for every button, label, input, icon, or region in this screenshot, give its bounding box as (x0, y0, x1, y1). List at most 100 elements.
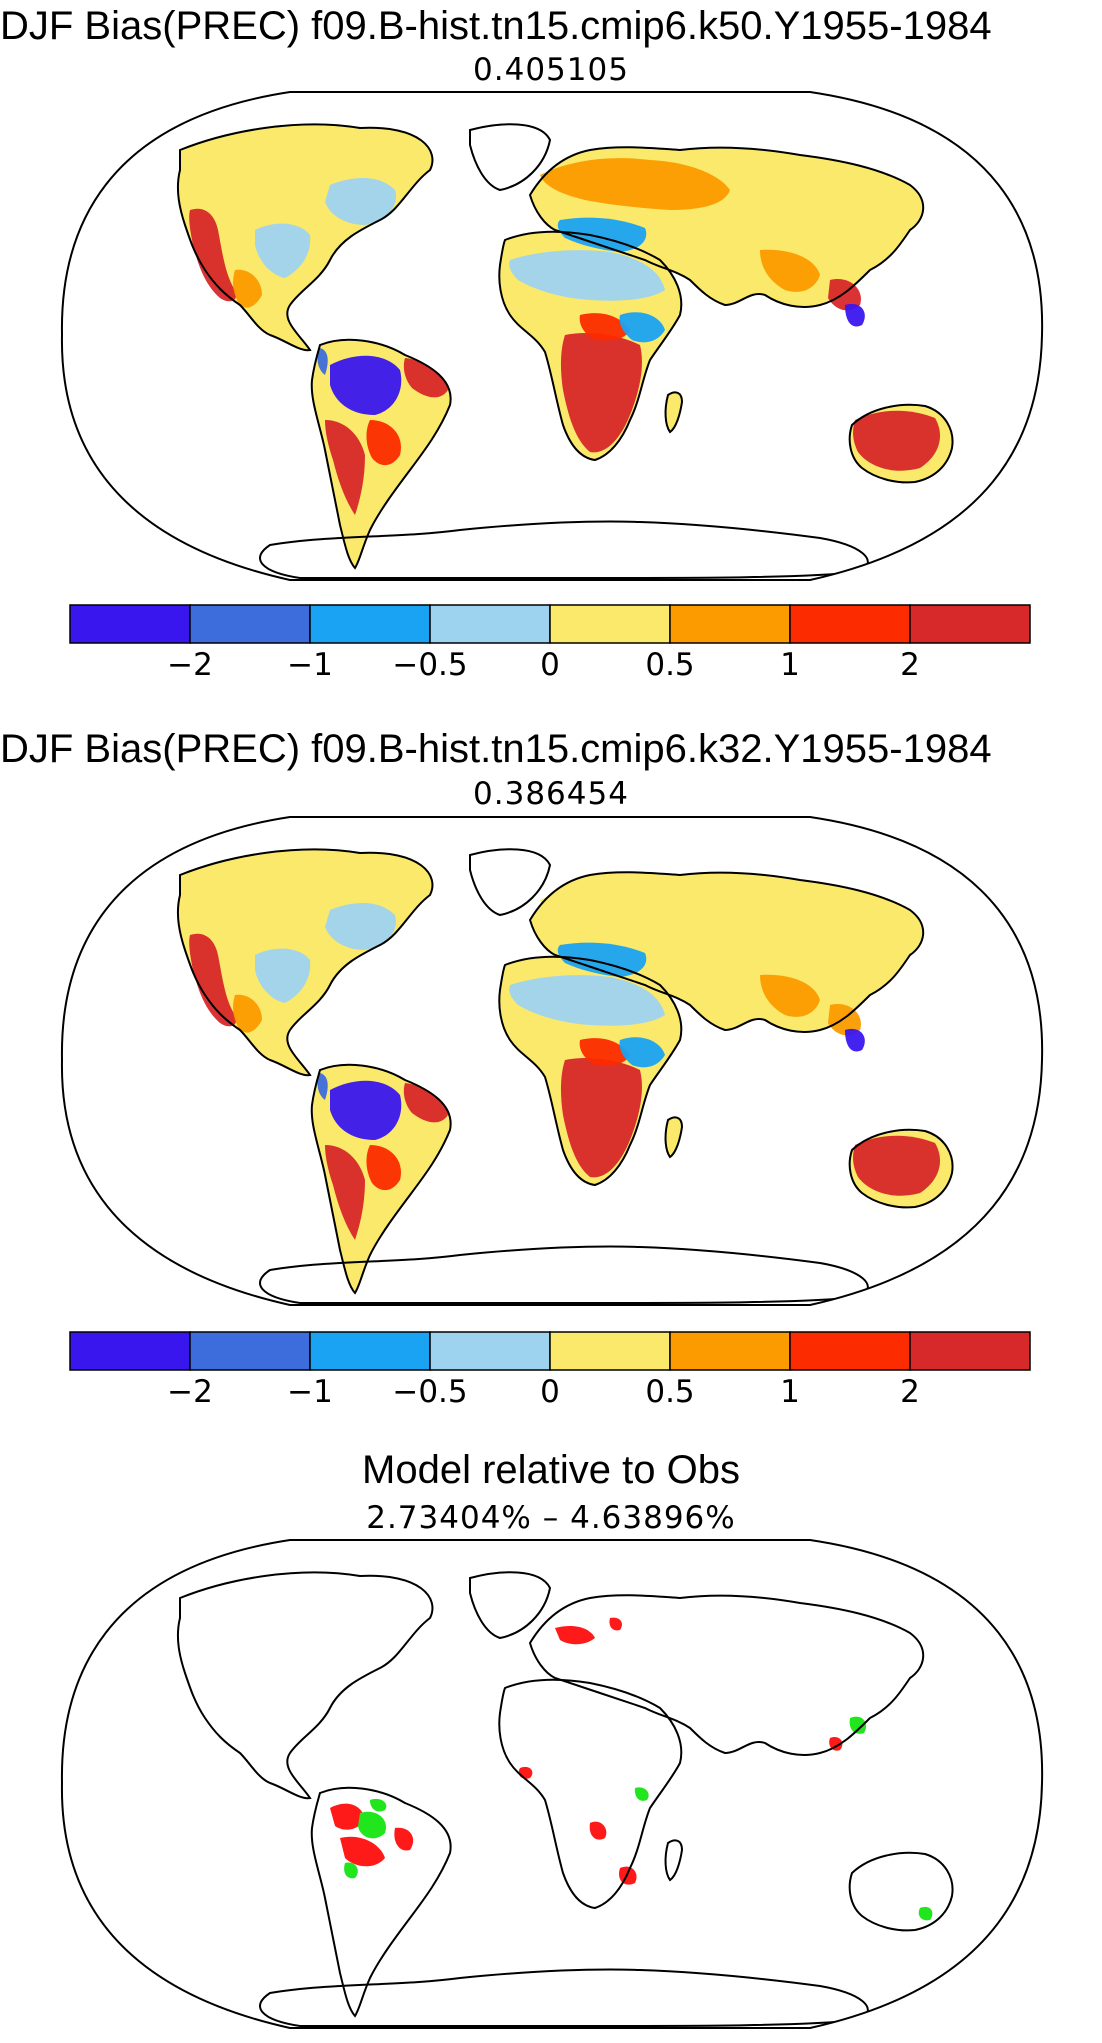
coastline-greenland (469, 1571, 552, 1640)
coastline-africa (498, 955, 683, 1187)
panel-2-title: DJF Bias(PREC) f09.B-hist.tn15.cmip6.k32… (0, 727, 992, 771)
coastline-south-america (310, 1786, 452, 2018)
map-frame (60, 816, 1044, 1306)
bias-region (233, 994, 262, 1033)
colorbar-swatch (909, 1331, 1031, 1371)
bias-region (560, 333, 642, 453)
colorbar-swatch (309, 1331, 431, 1371)
significance-region-red (340, 1836, 385, 1867)
field-layer (330, 1617, 933, 1921)
bias-region (189, 933, 237, 1027)
bias-region (579, 1038, 630, 1066)
colorbar-tick-label: −1 (287, 647, 333, 683)
bias-region (579, 313, 630, 341)
colorbar-swatch (309, 604, 431, 644)
panel-1-colorbar: −2 −1 −0.5 0 0.5 1 2 (69, 604, 1031, 683)
bias-region (183, 867, 346, 934)
map-frame (60, 91, 1044, 581)
colorbar-tick-label: 1 (780, 647, 800, 683)
bias-region (366, 1145, 401, 1191)
colorbar-tick-label: −1 (287, 1374, 333, 1410)
bias-region (699, 202, 876, 261)
bias-region (183, 142, 346, 209)
colorbar-swatch (69, 604, 191, 644)
coastline-australia (848, 1128, 954, 1209)
bias-region (317, 1073, 328, 1100)
colorbar-tick-label: 2 (900, 647, 920, 683)
bias-region (255, 223, 311, 278)
coastline-antarctica (259, 1968, 869, 2027)
bias-region (760, 974, 820, 1017)
bias-region (317, 348, 328, 375)
coastline-madagascar (664, 391, 684, 434)
bias-region (325, 178, 396, 225)
coastline-europe-asia (528, 146, 925, 308)
bias-region (233, 269, 262, 308)
coastline-madagascar (664, 1116, 684, 1159)
colorbar-tick-label: −2 (167, 1374, 213, 1410)
bias-region (699, 927, 876, 986)
colorbar-tick-label: −0.5 (392, 1374, 467, 1410)
coastline-africa (498, 1678, 683, 1910)
panel-2-colorbar: −2 −1 −0.5 0 0.5 1 2 (69, 1331, 1031, 1410)
map-frame (60, 1539, 1044, 2029)
land-fill-madagascar (665, 1117, 682, 1157)
coastline-antarctica (259, 1245, 869, 1304)
bias-region (619, 312, 665, 343)
bias-region (560, 1058, 642, 1178)
bias-region (189, 208, 237, 302)
bias-region (509, 975, 665, 1026)
colorbar-tick-label: 1 (780, 1374, 800, 1410)
significance-region-green (358, 1811, 386, 1839)
bias-region (853, 410, 940, 471)
panel-1-stat: 0.405105 (473, 52, 629, 88)
coastline-greenland (469, 848, 552, 917)
bias-region (325, 1145, 365, 1240)
significance-region-red (394, 1827, 414, 1851)
bias-region (853, 1135, 940, 1196)
coastline-australia (848, 403, 954, 484)
significance-region-green (634, 1787, 649, 1801)
bias-region (540, 158, 730, 210)
colorbar-swatch (549, 1331, 671, 1371)
land-fill-madagascar (665, 392, 682, 432)
coastline-antarctica (259, 520, 869, 579)
bias-region (403, 1083, 448, 1123)
panel-2-stat: 0.386454 (473, 776, 629, 812)
panel-3-map (60, 1539, 1044, 2029)
significance-region-red (619, 1866, 637, 1885)
significance-region-red (609, 1617, 622, 1631)
panel-2-map (60, 816, 1044, 1306)
coastline-greenland (469, 123, 552, 192)
bias-region (330, 1080, 402, 1140)
bias-region (619, 1037, 665, 1068)
colorbar-tick-label: −2 (167, 647, 213, 683)
colorbar-swatch (429, 604, 551, 644)
colorbar-tick-label: 0 (540, 1374, 560, 1410)
significance-region-red (518, 1766, 533, 1779)
colorbar-tick-label: 0.5 (645, 647, 694, 683)
colorbar-tick-label: −0.5 (392, 647, 467, 683)
significance-region-red (555, 1626, 595, 1645)
coastline-south-america (310, 338, 452, 570)
coastline-europe-asia (528, 871, 925, 1033)
bias-region (403, 358, 448, 398)
colorbar-swatch (789, 604, 911, 644)
colorbar-swatch (189, 604, 311, 644)
bias-region (325, 420, 365, 515)
bias-region (330, 355, 402, 415)
coastline-north-america (176, 1571, 434, 1800)
colorbar-tick-label: 0 (540, 647, 560, 683)
coastline-europe-asia (528, 1594, 925, 1756)
significance-region-green (849, 1716, 867, 1734)
significance-region-green (918, 1906, 933, 1921)
significance-region-red (589, 1821, 607, 1840)
panel-1-title: DJF Bias(PREC) f09.B-hist.tn15.cmip6.k50… (0, 4, 992, 48)
panel-1-map (60, 91, 1044, 581)
bias-region (540, 883, 730, 935)
bias-region (255, 948, 311, 1003)
coastline-australia (848, 1851, 954, 1932)
colorbar-swatch (669, 1331, 791, 1371)
colorbar-swatch (909, 604, 1031, 644)
panel-3-stat: 2.73404% – 4.63896% (366, 1500, 736, 1536)
